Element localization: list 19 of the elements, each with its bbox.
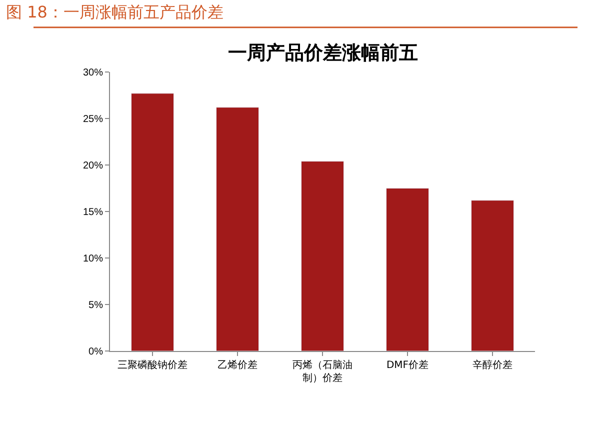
bar [301,161,344,351]
y-tick-label: 30% [82,68,104,78]
x-tick-label: DMF价差 [386,359,429,371]
x-tick-label: 丙烯（石脑油制）价差 [292,359,352,384]
x-tick-label: 辛醇价差 [472,359,512,371]
y-tick-label: 10% [82,254,104,264]
chart-title: 图 18：一周涨幅前五产品价差 [6,2,224,22]
x-tick-label: 乙烯价差 [218,359,258,371]
bar [471,200,514,351]
x-tick-label: 三聚磷酸钠价差 [118,359,188,371]
y-tick-label: 5% [88,300,104,311]
y-tick-label: 20% [82,160,104,172]
y-tick-label: 25% [82,114,104,125]
y-tick-label: 0% [88,346,104,358]
bar [386,188,429,351]
bar [131,93,174,351]
y-tick-label: 15% [82,207,104,218]
bar [216,107,259,351]
chart-subtitle: 一周产品价差涨幅前五 [228,42,418,64]
